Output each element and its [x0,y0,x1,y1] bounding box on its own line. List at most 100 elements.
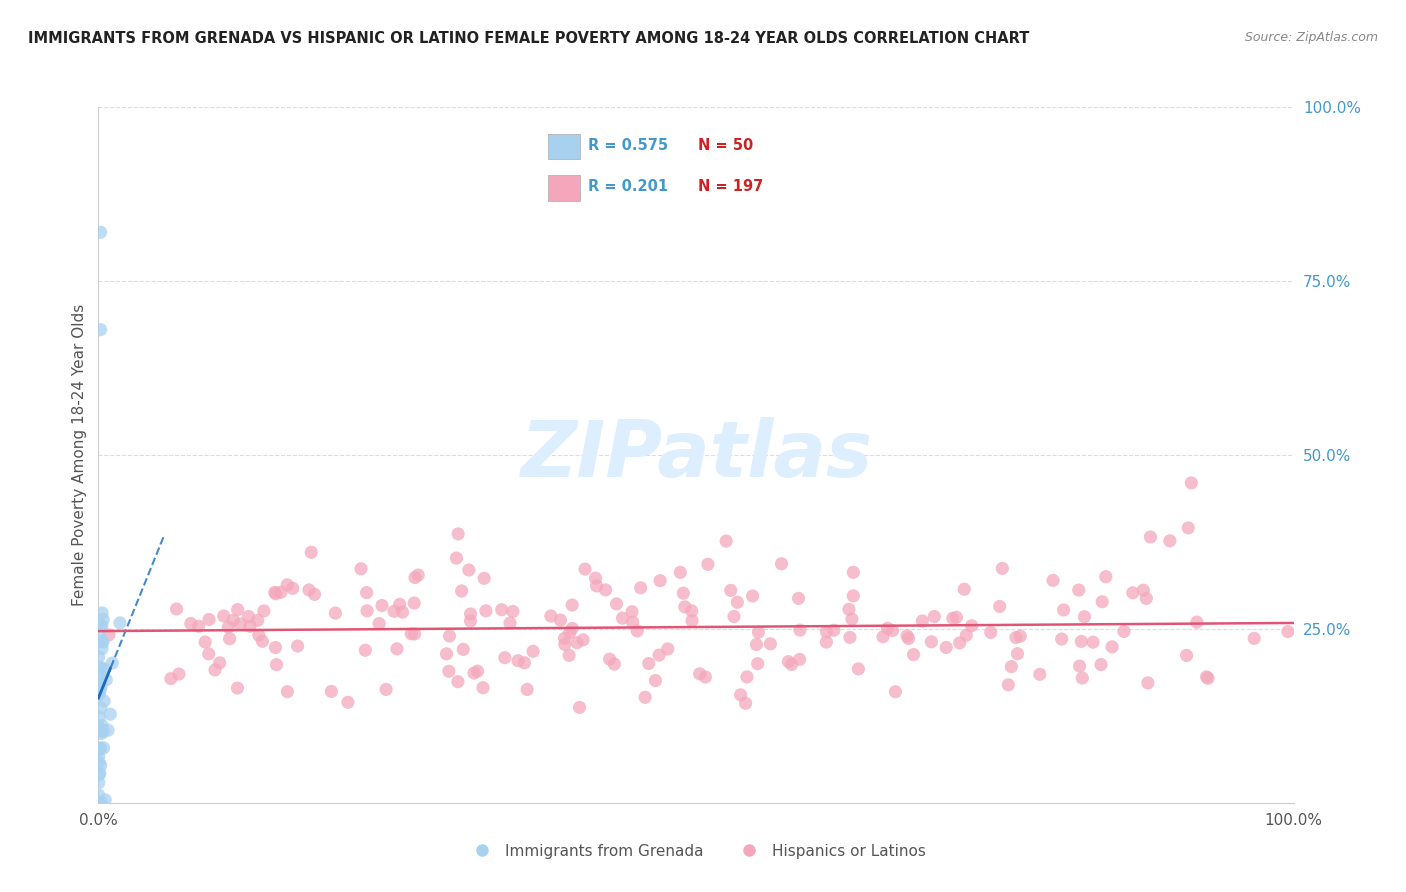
Point [1112,624,1135,639]
Point [97,723,120,738]
Point [789,623,811,637]
Point [226,681,249,695]
Point [920,634,942,648]
Point [565,636,588,650]
Point [90,700,112,714]
Point [90,723,112,738]
Point [630,581,652,595]
Point [89,628,111,642]
Point [87,775,110,789]
Point [91,724,114,739]
Point [960,619,983,633]
Point [356,585,378,599]
Point [87,720,110,734]
Point [572,632,595,647]
Point [391,605,413,619]
Point [263,585,285,599]
Point [299,545,322,559]
Point [681,614,703,628]
Point [252,634,274,648]
Point [516,682,538,697]
Point [838,631,860,645]
Point [1081,635,1104,649]
Point [506,654,529,668]
Point [97,628,120,642]
Point [160,672,183,686]
Point [226,602,249,616]
Point [725,595,748,609]
Point [451,642,474,657]
Text: ZIPatlas: ZIPatlas [520,417,872,493]
Point [238,609,260,624]
Point [695,670,717,684]
Point [669,566,692,580]
Point [212,609,235,624]
Point [1071,671,1094,685]
Point [90,618,112,632]
Point [253,604,276,618]
Point [89,686,111,700]
Point [194,635,217,649]
Point [1010,629,1032,643]
Point [437,665,460,679]
Point [494,650,516,665]
Point [447,527,470,541]
Point [558,648,581,663]
Point [759,637,782,651]
Point [561,622,583,636]
Point [187,619,209,633]
Point [876,621,898,635]
Point [1005,631,1028,645]
Point [599,652,621,666]
Point [585,571,607,585]
Point [681,604,703,618]
Point [91,635,114,649]
Point [89,796,111,810]
Point [475,604,498,618]
Point [896,629,918,643]
Point [1139,530,1161,544]
Point [276,684,298,698]
Point [1177,521,1199,535]
Point [897,632,920,646]
Point [276,578,298,592]
Point [1069,659,1091,673]
Point [87,649,110,664]
Point [264,640,287,655]
Point [90,796,112,810]
Point [217,620,239,634]
Point [450,584,472,599]
Point [89,766,111,780]
Point [780,657,803,672]
Point [945,610,967,624]
Point [787,591,810,606]
Point [673,599,696,614]
Point [388,597,411,611]
Point [91,612,114,626]
Point [747,657,769,671]
Point [350,562,373,576]
Point [723,609,745,624]
Point [198,612,221,626]
Point [246,613,269,627]
Point [1195,670,1218,684]
Point [247,628,270,642]
Point [91,641,114,656]
Point [1135,591,1157,606]
Point [823,624,845,638]
Point [368,616,391,631]
Point [568,700,591,714]
Point [460,614,482,628]
Point [87,674,110,689]
Point [229,616,252,631]
Point [882,624,904,638]
Point [689,666,711,681]
Point [605,597,627,611]
Point [404,627,426,641]
Point [87,743,110,757]
Point [472,681,495,695]
Point [558,625,581,640]
Point [336,695,359,709]
Point [87,721,110,735]
Point [1007,647,1029,661]
